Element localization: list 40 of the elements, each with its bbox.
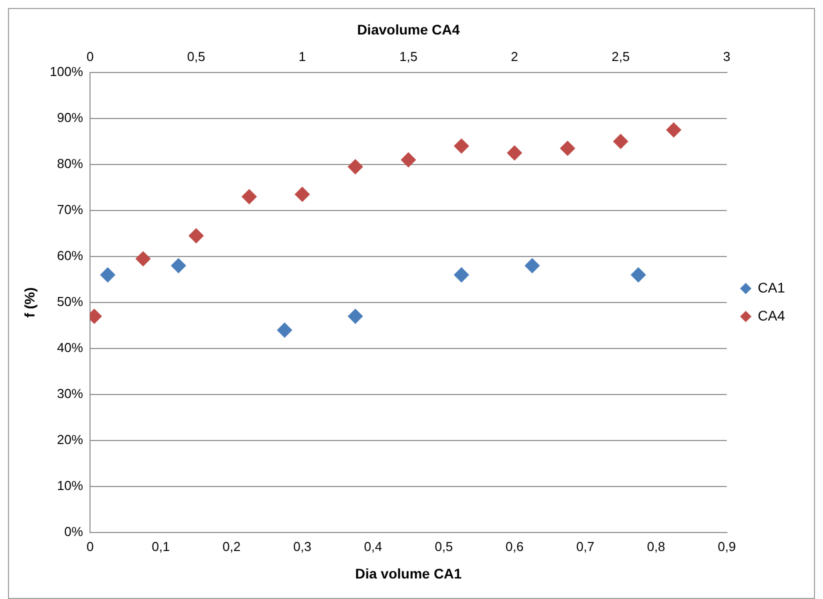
x-tick-label: 0,9 [718, 538, 736, 554]
point [524, 258, 540, 274]
point [100, 267, 116, 282]
y-tick-label: 30% [57, 386, 84, 402]
x2-tick-label: 0,5 [187, 49, 206, 64]
y-tick-label: 10% [57, 478, 84, 494]
x-axis-title: Dia volume CA1 [355, 565, 462, 582]
x2-tick-label: 2,5 [612, 49, 630, 64]
point [348, 308, 363, 324]
y-tick-label: 0% [64, 524, 84, 540]
y-tick-label: 60% [57, 248, 84, 264]
x2-axis-title: Diavolume CA4 [357, 21, 460, 38]
x2-tick-label: 1 [298, 49, 306, 64]
x-tick-label: 0,2 [222, 538, 241, 554]
point [170, 258, 186, 274]
x2-tick-label: 3 [723, 49, 730, 64]
y-tick-label: 40% [57, 340, 84, 356]
y-tick-label: 90% [57, 110, 84, 125]
x-tick-label: 0,6 [505, 538, 524, 554]
legend-label: CA4 [758, 307, 786, 324]
y-tick-label: 70% [57, 202, 84, 218]
x2-tick-label: 2 [510, 49, 518, 64]
y-tick-label: 100% [50, 64, 84, 79]
x2-tick-label: 0 [86, 49, 94, 64]
y-axis-title: f (%) [21, 287, 38, 318]
x-tick-label: 0 [86, 538, 94, 554]
y-tick-label: 20% [57, 432, 84, 448]
x-tick-label: 0,4 [364, 538, 382, 554]
point [277, 322, 292, 338]
x2-tick-label: 1,5 [399, 49, 418, 64]
point [454, 267, 469, 282]
x-tick-label: 0,5 [434, 538, 453, 554]
y-tick-label: 80% [57, 156, 84, 172]
legend-label: CA1 [758, 279, 786, 296]
x-tick-label: 0,1 [152, 538, 170, 554]
x-tick-label: 0,7 [576, 538, 594, 554]
point [630, 267, 646, 282]
x-tick-label: 0,8 [646, 538, 666, 554]
x-tick-label: 0,3 [293, 538, 312, 554]
y-tick-label: 50% [57, 294, 84, 310]
